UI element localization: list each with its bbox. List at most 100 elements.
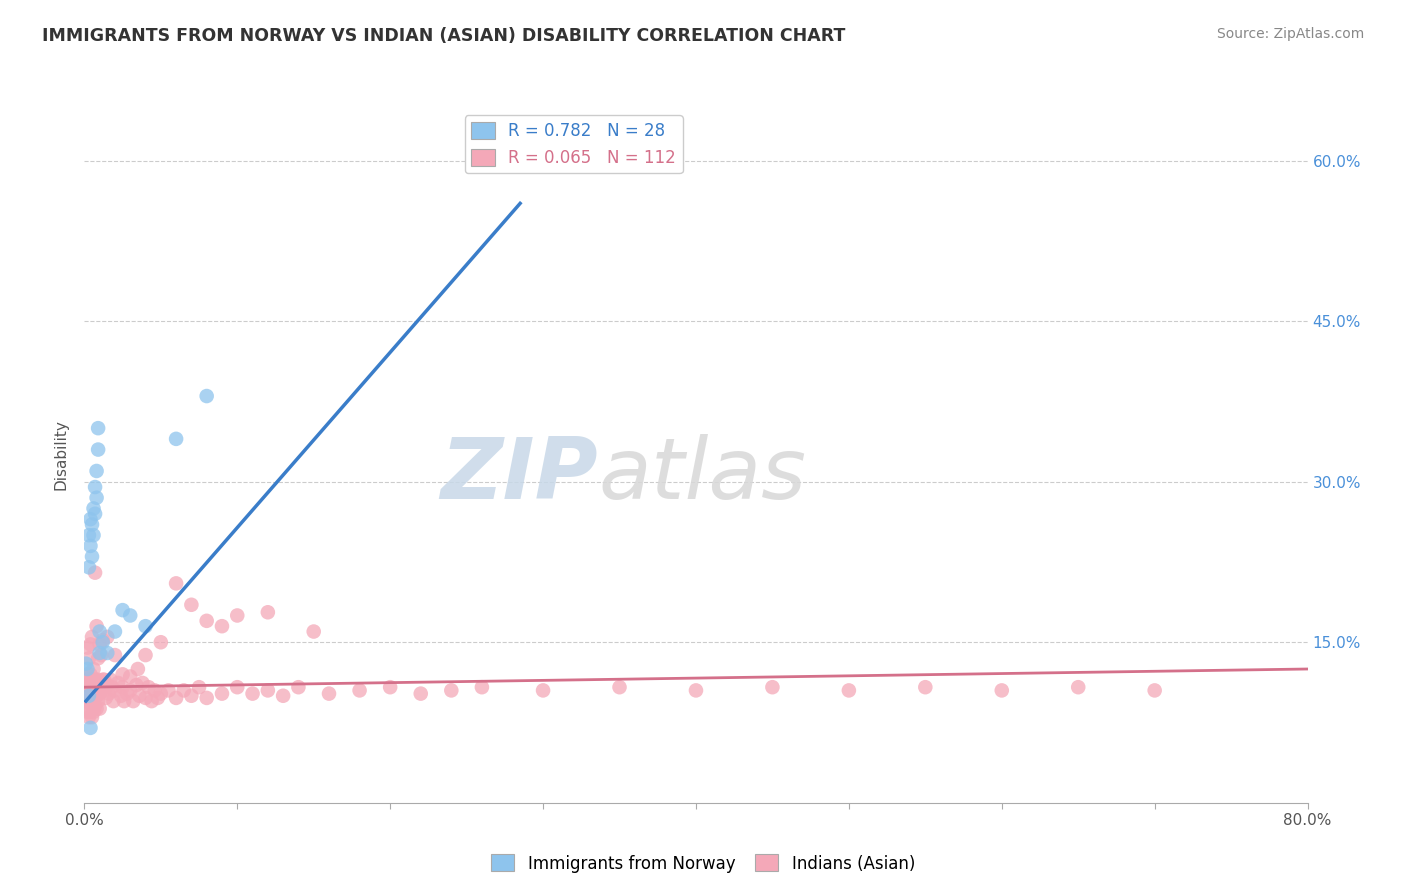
Point: [91, 673, 114, 687]
Point: [131, 676, 153, 690]
Point: [226, 680, 249, 694]
Point: [211, 619, 233, 633]
Point: [79, 667, 101, 681]
Point: [195, 690, 218, 705]
Point: [86, 491, 108, 505]
Point: [761, 680, 783, 694]
Point: [211, 687, 233, 701]
Point: [143, 683, 166, 698]
Point: [76, 662, 98, 676]
Point: [531, 683, 554, 698]
Point: [107, 676, 129, 690]
Text: atlas: atlas: [598, 434, 806, 517]
Point: [104, 648, 127, 662]
Point: [76, 705, 98, 719]
Point: [87, 421, 110, 435]
Point: [104, 624, 127, 639]
Point: [110, 689, 132, 703]
Point: [125, 678, 148, 692]
Point: [135, 648, 157, 662]
Point: [104, 683, 127, 698]
Point: [75, 657, 97, 671]
Point: [1143, 683, 1166, 698]
Point: [75, 683, 97, 698]
Point: [349, 683, 371, 698]
Point: [84, 683, 107, 698]
Point: [76, 678, 98, 692]
Point: [914, 680, 936, 694]
Point: [84, 673, 107, 687]
Point: [135, 619, 157, 633]
Point: [76, 640, 98, 655]
Point: [80, 517, 103, 532]
Point: [90, 648, 112, 662]
Text: Source: ZipAtlas.com: Source: ZipAtlas.com: [1216, 27, 1364, 41]
Point: [135, 690, 157, 705]
Point: [122, 694, 145, 708]
Point: [120, 683, 142, 698]
Point: [91, 635, 114, 649]
Point: [471, 680, 494, 694]
Point: [120, 608, 142, 623]
Point: [76, 694, 98, 708]
Point: [77, 710, 100, 724]
Point: [242, 687, 264, 701]
Point: [112, 694, 135, 708]
Point: [79, 705, 101, 719]
Point: [80, 549, 103, 564]
Point: [149, 635, 172, 649]
Point: [79, 637, 101, 651]
Point: [77, 683, 100, 698]
Point: [77, 673, 100, 687]
Point: [77, 651, 100, 665]
Point: [96, 678, 118, 692]
Point: [165, 690, 187, 705]
Point: [86, 464, 108, 478]
Point: [75, 694, 97, 708]
Point: [103, 694, 125, 708]
Point: [83, 662, 105, 676]
Point: [188, 680, 211, 694]
Legend: R = 0.782   N = 28, R = 0.065   N = 112: R = 0.782 N = 28, R = 0.065 N = 112: [465, 115, 682, 173]
Text: ZIP: ZIP: [440, 434, 598, 517]
Point: [86, 619, 108, 633]
Point: [165, 432, 187, 446]
Point: [96, 646, 118, 660]
Point: [89, 624, 111, 639]
Point: [115, 687, 138, 701]
Point: [93, 673, 115, 687]
Point: [90, 680, 112, 694]
Point: [87, 442, 110, 457]
Point: [271, 689, 294, 703]
Point: [84, 699, 107, 714]
Text: IMMIGRANTS FROM NORWAY VS INDIAN (ASIAN) DISABILITY CORRELATION CHART: IMMIGRANTS FROM NORWAY VS INDIAN (ASIAN)…: [42, 27, 845, 45]
Point: [83, 528, 105, 542]
Point: [83, 690, 105, 705]
Point: [86, 678, 108, 692]
Point: [83, 705, 105, 719]
Point: [226, 608, 249, 623]
Point: [302, 624, 325, 639]
Point: [991, 683, 1014, 698]
Point: [75, 673, 97, 687]
Point: [91, 633, 114, 648]
Point: [685, 683, 707, 698]
Point: [180, 689, 202, 703]
Point: [128, 689, 150, 703]
Point: [76, 667, 98, 681]
Point: [80, 699, 103, 714]
Point: [93, 683, 115, 698]
Point: [89, 687, 111, 701]
Point: [80, 710, 103, 724]
Point: [98, 673, 121, 687]
Point: [173, 683, 195, 698]
Point: [141, 694, 163, 708]
Point: [77, 694, 100, 708]
Point: [79, 694, 101, 708]
Point: [127, 662, 149, 676]
Point: [165, 576, 187, 591]
Y-axis label: Disability: Disability: [53, 419, 69, 491]
Point: [409, 687, 432, 701]
Point: [101, 680, 124, 694]
Point: [120, 669, 142, 683]
